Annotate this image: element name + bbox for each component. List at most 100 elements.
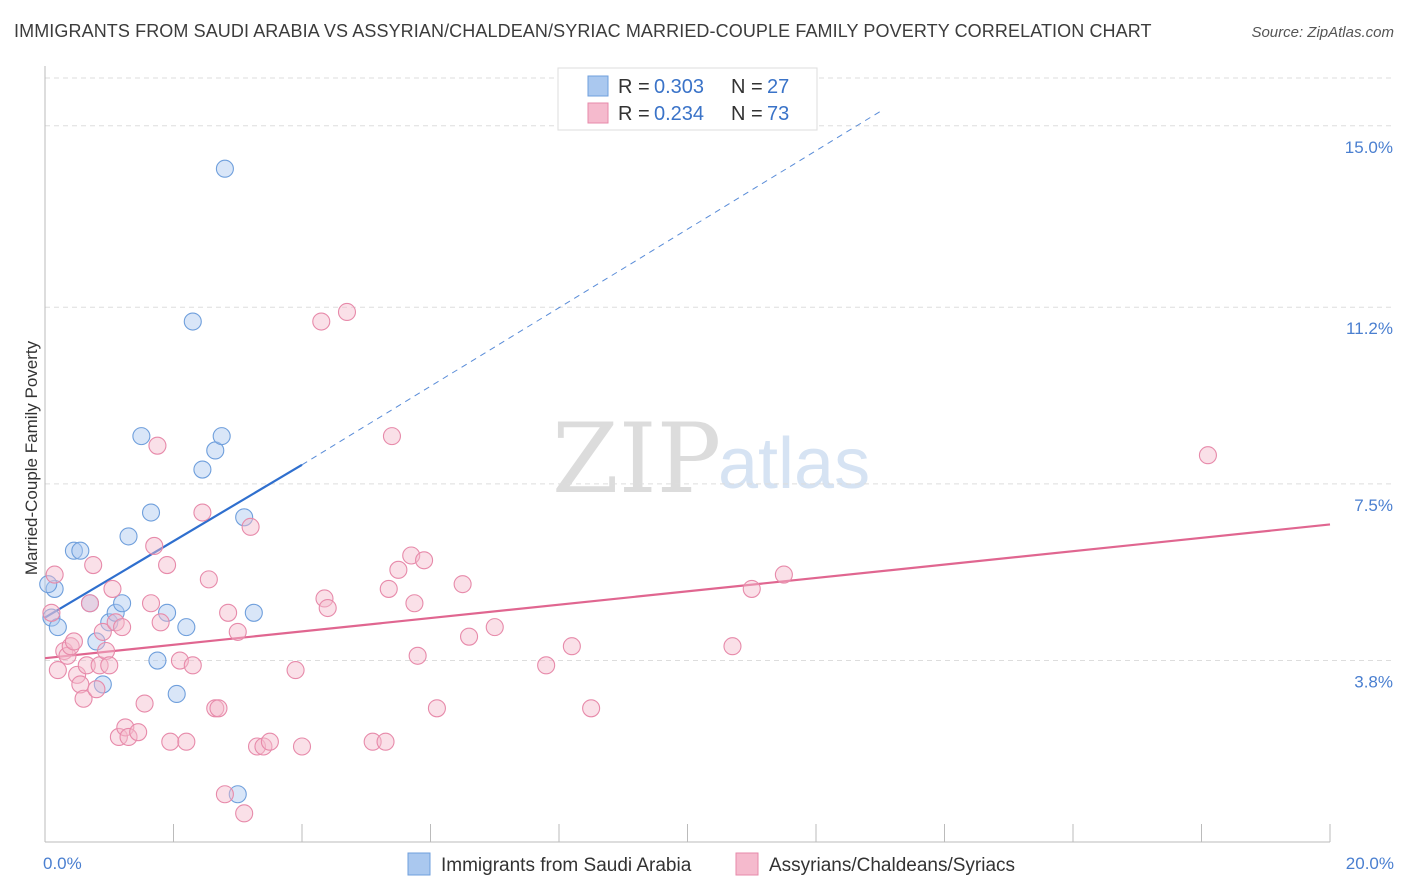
assyrians-point (315, 589, 334, 608)
saudi-arabia-point (39, 575, 58, 594)
assyrians-point (177, 732, 196, 751)
assyrians-point (405, 594, 424, 613)
saudi-arabia-point (212, 427, 231, 446)
assyrians-point (80, 594, 100, 613)
legend-r-value-saudi-arabia: 0.303 (654, 76, 704, 98)
assyrians-point (415, 551, 434, 570)
legend-r-label-saudi-arabia: R = (618, 76, 650, 98)
assyrians-point (427, 699, 446, 718)
saudi-arabia-point (148, 651, 167, 670)
saudi-arabia-point (183, 312, 202, 331)
assyrians-point (119, 727, 138, 747)
legend-r-label-assyrians: R = (618, 103, 650, 125)
assyrians-trend-line (44, 523, 1331, 660)
assyrians-point (241, 517, 260, 536)
assyrians-point (103, 579, 122, 598)
assyrians-point (337, 302, 357, 322)
assyrians-point (87, 680, 106, 699)
assyrians-point (286, 661, 305, 680)
assyrians-point (84, 555, 103, 575)
assyrians-point (774, 565, 793, 584)
assyrians-point (1198, 446, 1217, 465)
saudi-arabia-trend-extension (301, 110, 881, 466)
y-tick-label: 15.0% (1345, 138, 1393, 157)
y-tick-label: 7.5% (1354, 496, 1393, 515)
assyrians-point (129, 723, 148, 742)
assyrians-point (723, 637, 742, 656)
assyrians-point (408, 646, 427, 665)
watermark-atlas: atlas (718, 424, 870, 504)
assyrians-point (183, 656, 202, 675)
chart-source: Source: ZipAtlas.com (1251, 24, 1394, 41)
legend: R = 0.303 N = 27 R = 0.234 N = 73 (557, 67, 818, 131)
assyrians-point (61, 637, 80, 656)
data-points (39, 159, 1217, 823)
assyrians-point (379, 579, 398, 598)
legend-n-value-saudi-arabia: 27 (767, 76, 789, 98)
bottom-legend-label-saudi-arabia: Immigrants from Saudi Arabia (441, 855, 692, 876)
assyrians-point (100, 656, 119, 675)
chart-title: IMMIGRANTS FROM SAUDI ARABIA VS ASSYRIAN… (14, 21, 1152, 41)
legend-r-value-assyrians: 0.234 (654, 103, 704, 125)
assyrians-point (48, 661, 67, 680)
grid-lines (45, 77, 1392, 662)
saudi-arabia-point (244, 603, 263, 622)
saudi-arabia-point (119, 527, 138, 546)
assyrians-point (109, 727, 128, 747)
saudi-arabia-point (64, 541, 83, 560)
assyrians-point (235, 804, 254, 823)
assyrians-point (363, 732, 382, 751)
saudi-arabia-point (42, 608, 61, 627)
assyrians-point (74, 689, 93, 708)
assyrians-point (215, 785, 234, 804)
assyrians-point (68, 665, 87, 684)
assyrians-point (64, 632, 83, 651)
trend-lines (44, 110, 1331, 660)
assyrians-point (382, 427, 402, 446)
saudi-arabia-point (158, 603, 177, 622)
assyrians-point (135, 694, 154, 713)
bottom-legend: Immigrants from Saudi Arabia Assyrians/C… (407, 852, 1015, 876)
assyrians-point (582, 699, 601, 718)
saudi-arabia-point (113, 594, 132, 613)
saudi-arabia-point (193, 460, 212, 479)
y-tick-label: 3.8% (1354, 673, 1393, 692)
assyrians-point (148, 436, 167, 455)
assyrians-point (199, 570, 218, 589)
assyrians-point (312, 312, 331, 331)
bottom-legend-swatch-assyrians (735, 852, 759, 876)
assyrians-point (389, 560, 408, 579)
assyrians-point (562, 637, 581, 656)
saudi-arabia-point (177, 618, 196, 637)
y-axis-title: Married-Couple Family Poverty (22, 340, 41, 575)
legend-swatch-saudi-arabia (587, 75, 609, 97)
assyrians-point (453, 575, 472, 594)
assyrians-point (158, 555, 177, 575)
legend-n-value-assyrians: 73 (767, 103, 789, 125)
x-tick-label: 0.0% (43, 854, 82, 873)
legend-n-label-assyrians: N = (731, 103, 763, 125)
assyrians-point (161, 732, 180, 751)
y-tick-label: 11.2% (1346, 319, 1393, 338)
saudi-arabia-trend-line (44, 463, 303, 619)
x-tick-label: 20.0% (1346, 854, 1394, 873)
legend-n-label-saudi-arabia: N = (731, 76, 763, 98)
assyrians-point (209, 699, 228, 718)
assyrians-point (151, 613, 170, 632)
axes: 3.8% 7.5% 11.2% 15.0% 0.0% 20.0% (43, 66, 1394, 873)
assyrians-point (42, 603, 61, 622)
saudi-arabia-point (167, 684, 186, 704)
assyrians-point (96, 641, 116, 661)
assyrians-point (93, 622, 112, 641)
assyrians-point (459, 627, 479, 646)
saudi-arabia-point (87, 632, 106, 651)
saudi-arabia-point (215, 159, 234, 178)
bottom-legend-swatch-saudi-arabia (407, 852, 431, 876)
assyrians-point (292, 737, 312, 756)
assyrians-point (376, 732, 395, 751)
assyrians-point (318, 598, 337, 618)
bottom-legend-label-assyrians: Assyrians/Chaldeans/Syriacs (769, 855, 1015, 876)
assyrians-point (193, 503, 212, 522)
saudi-arabia-point (235, 508, 254, 527)
